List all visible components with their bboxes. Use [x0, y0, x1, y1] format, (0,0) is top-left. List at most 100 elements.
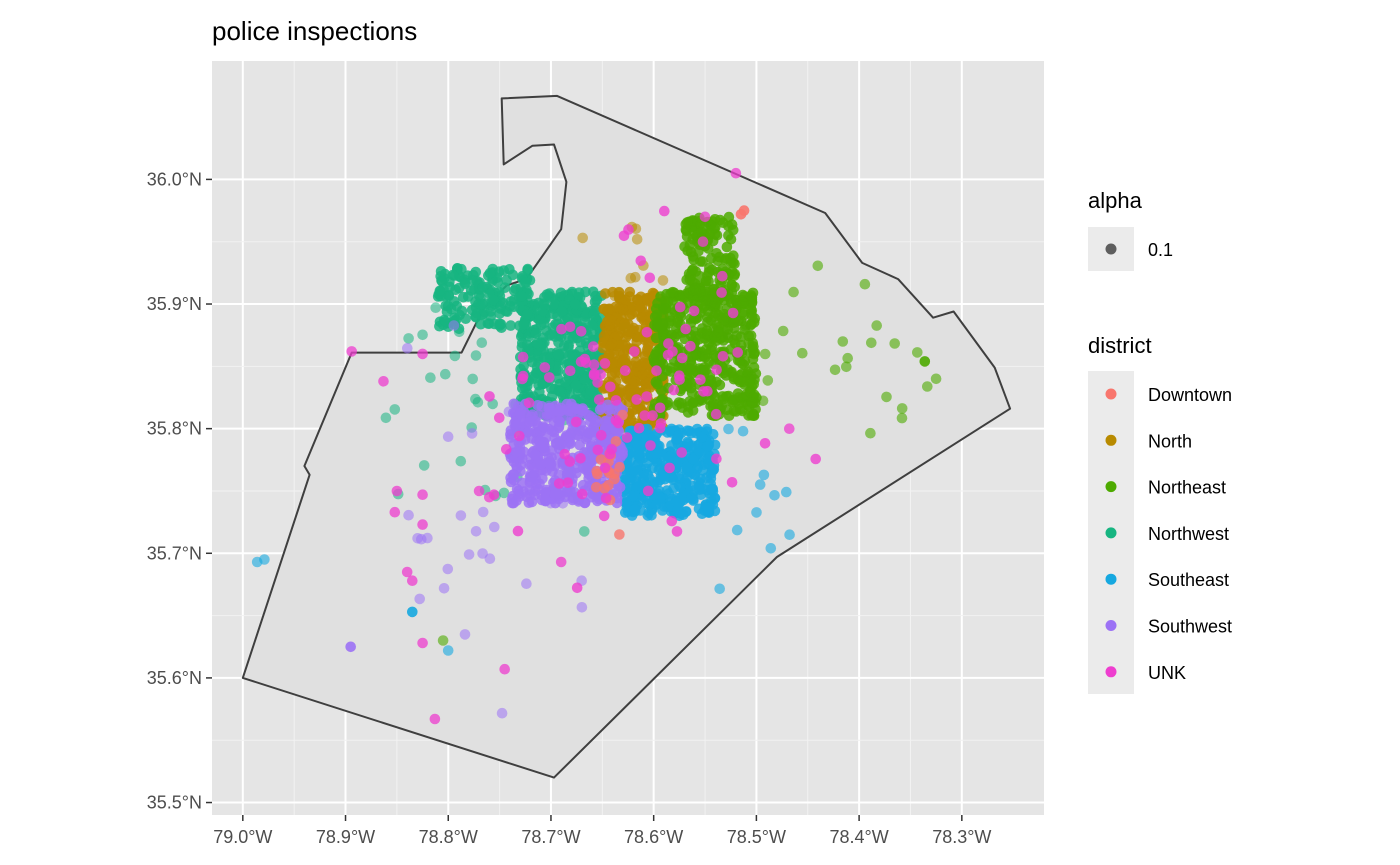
- point-northeast: [685, 363, 697, 375]
- point-northwest: [550, 299, 561, 311]
- point-unk: [717, 270, 728, 282]
- point-unk: [389, 506, 401, 518]
- chart-title: police inspections: [212, 16, 417, 46]
- point-downtown: [591, 465, 602, 477]
- point-unk: [688, 305, 700, 317]
- point-north: [604, 315, 616, 326]
- point-unk: [570, 416, 582, 428]
- point-northwest: [495, 319, 507, 330]
- x-tick-label: 78.3°W: [932, 827, 991, 847]
- y-tick-label: 35.9°N: [147, 294, 202, 314]
- point-northeast: [912, 347, 923, 358]
- point-southwest: [524, 416, 535, 428]
- point-unk: [668, 384, 680, 396]
- point-northwest: [586, 320, 598, 331]
- point-northeast: [707, 284, 719, 295]
- point-southwest: [524, 477, 536, 488]
- point-southwest: [496, 707, 508, 719]
- point-unk: [378, 376, 389, 387]
- point-northwest: [579, 526, 590, 537]
- point-northwest: [476, 337, 488, 349]
- point-unk: [539, 362, 551, 373]
- point-north: [619, 321, 631, 333]
- point-unk: [644, 272, 656, 284]
- point-northeast: [709, 331, 721, 343]
- point-north: [597, 337, 609, 349]
- point-unk: [621, 432, 633, 443]
- point-unk: [695, 374, 706, 386]
- point-southeast: [769, 490, 780, 501]
- point-northeast: [672, 317, 683, 328]
- point-northwest: [425, 372, 436, 384]
- point-north: [624, 310, 635, 321]
- point-northwest: [546, 329, 557, 341]
- point-southwest: [563, 405, 574, 417]
- point-southeast: [625, 445, 636, 457]
- point-northeast: [673, 361, 684, 372]
- point-southeast: [619, 493, 631, 505]
- point-northwest: [389, 404, 401, 415]
- point-southeast: [664, 451, 676, 463]
- legend-key-unk: [1105, 666, 1117, 678]
- point-unk: [514, 430, 525, 442]
- legend-district-title: district: [1088, 333, 1152, 358]
- point-northeast: [723, 220, 734, 232]
- point-northeast: [725, 234, 737, 245]
- point-northeast: [715, 279, 727, 290]
- point-northeast: [659, 295, 671, 307]
- point-southwest: [484, 553, 496, 564]
- legend-label-downtown: Downtown: [1148, 385, 1232, 405]
- point-northwest: [466, 304, 478, 316]
- point-unk: [698, 386, 709, 397]
- point-northwest: [575, 336, 586, 348]
- point-north: [604, 304, 615, 315]
- point-north: [636, 312, 647, 323]
- point-unk: [674, 301, 686, 313]
- point-unk: [592, 444, 604, 456]
- point-unk: [642, 485, 654, 497]
- point-unk: [484, 391, 495, 402]
- point-northwest: [588, 286, 599, 298]
- point-unk: [600, 492, 612, 504]
- point-southwest: [541, 409, 553, 421]
- point-northeast: [746, 293, 758, 305]
- point-unk: [730, 167, 742, 179]
- point-southwest: [507, 469, 519, 480]
- point-unk: [473, 485, 485, 497]
- point-southwest: [551, 437, 563, 449]
- point-unk: [680, 323, 691, 335]
- point-northeast: [713, 322, 724, 333]
- legend-alpha-title: alpha: [1088, 188, 1143, 213]
- point-northwest: [417, 329, 428, 341]
- point-southeast: [758, 469, 770, 481]
- point-unk: [484, 491, 495, 503]
- point-northeast: [859, 278, 871, 290]
- point-unk: [593, 394, 605, 406]
- point-unk: [599, 462, 611, 474]
- point-unk: [346, 346, 358, 357]
- point-southeast: [259, 554, 270, 565]
- point-northwest: [505, 320, 516, 331]
- point-northwest: [449, 350, 461, 362]
- point-north: [606, 338, 618, 350]
- point-unk: [598, 510, 610, 522]
- point-northwest: [552, 373, 564, 384]
- point-northeast: [866, 337, 877, 349]
- point-northeast: [719, 308, 730, 320]
- point-northwest: [508, 301, 520, 313]
- point-northwest: [484, 267, 496, 279]
- point-southeast: [681, 461, 692, 473]
- point-northeast: [651, 346, 663, 357]
- point-northeast: [690, 313, 702, 325]
- legend-label-northwest: Northwest: [1148, 524, 1229, 544]
- point-southeast: [754, 479, 766, 490]
- point-north: [614, 287, 625, 299]
- point-northeast: [881, 391, 892, 403]
- legend-label-southwest: Southwest: [1148, 617, 1232, 637]
- point-northeast: [701, 325, 713, 336]
- point-unk: [676, 352, 688, 364]
- legend-district-items: Downtown North Northeast Northwest Southeast…: [1105, 385, 1232, 683]
- point-north: [610, 367, 621, 378]
- point-unk: [613, 417, 624, 429]
- point-southwest: [523, 426, 534, 438]
